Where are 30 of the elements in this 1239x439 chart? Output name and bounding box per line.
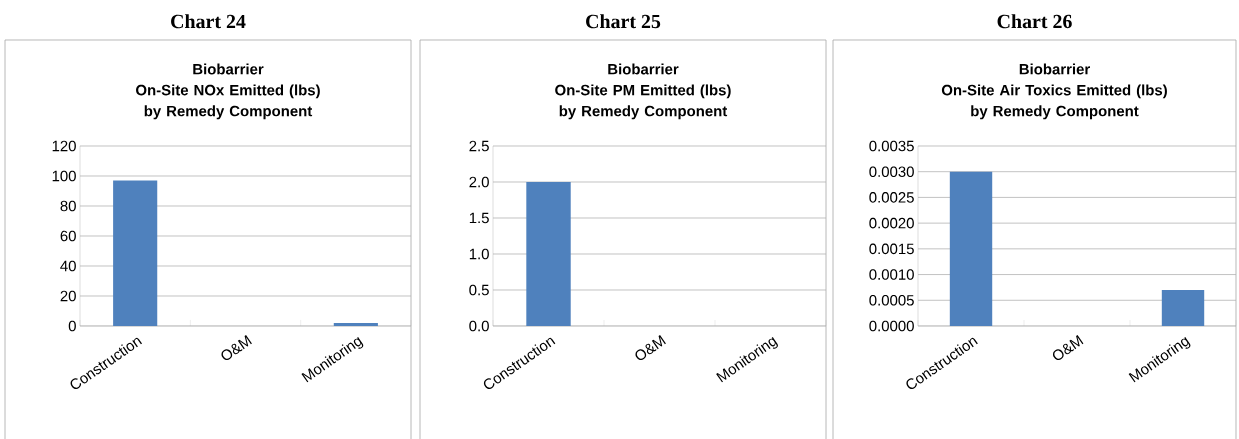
y-tick-label: 0.0025 bbox=[869, 192, 914, 203]
y-tick-label: 0 bbox=[68, 320, 76, 332]
y-tick-label: 0.0030 bbox=[869, 166, 914, 177]
y-tick-label: 0.0035 bbox=[869, 140, 914, 152]
chart-subtitle: Biobarrier On-Site PM Emitted (lbs) by Remedy Component bbox=[555, 63, 731, 120]
y-tick-label: 100 bbox=[52, 170, 76, 182]
y-tick-label: 20 bbox=[60, 290, 76, 302]
chart-title: Chart 24 bbox=[171, 14, 246, 29]
y-tick-label: 2.0 bbox=[469, 176, 489, 188]
y-tick-label: 120 bbox=[52, 140, 76, 152]
y-tick-label: 60 bbox=[60, 230, 76, 242]
y-tick-label: 0.0015 bbox=[869, 243, 914, 255]
y-tick-label: 0.0000 bbox=[869, 320, 914, 332]
x-tick-label: O&M bbox=[221, 334, 252, 361]
y-tick-label: 0.0020 bbox=[869, 217, 914, 229]
chart-title: Chart 25 bbox=[586, 14, 661, 29]
chart-title: Chart 26 bbox=[997, 14, 1072, 29]
y-tick-label: 1.5 bbox=[469, 212, 489, 224]
y-tick-label: 0.0010 bbox=[869, 269, 914, 280]
y-tick-label: 0.0 bbox=[469, 320, 489, 332]
y-tick-label: 80 bbox=[60, 200, 76, 212]
y-tick-label: 2.5 bbox=[469, 140, 489, 152]
y-tick-label: 0.0005 bbox=[869, 294, 914, 306]
y-tick-label: 40 bbox=[60, 260, 76, 272]
y-tick-label: 1.0 bbox=[469, 248, 489, 260]
x-tick-label: O&M bbox=[635, 334, 666, 361]
y-tick-label: 0.5 bbox=[469, 284, 489, 296]
x-tick-label: O&M bbox=[1052, 334, 1084, 361]
chart-subtitle: Biobarrier On-Site NOx Emitted (lbs) by Remedy Component bbox=[136, 63, 320, 120]
chart-subtitle: Biobarrier On-Site Air Toxics Emitted (lbs) by Remedy Component bbox=[941, 63, 1167, 120]
